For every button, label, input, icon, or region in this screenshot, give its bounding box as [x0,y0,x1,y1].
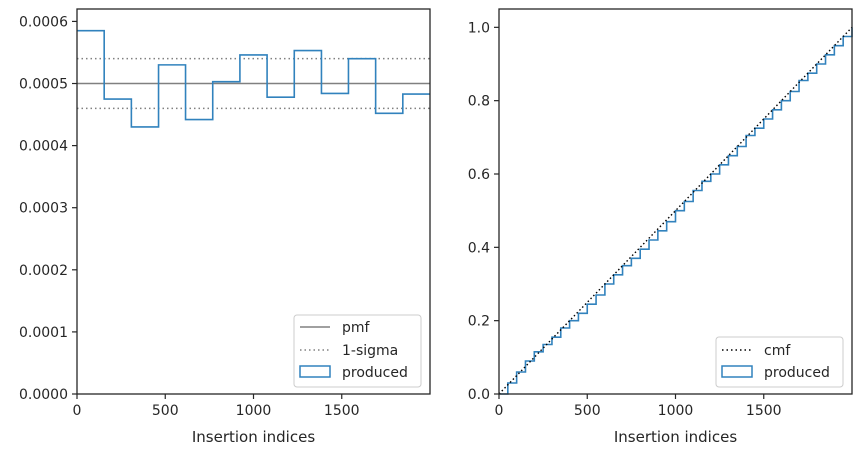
legend-produced-label: produced [342,365,408,381]
legend-produced-swatch [299,365,331,378]
right-y-tick-label: 0.4 [468,240,490,256]
right-legend-frame [715,336,844,388]
right-x-tick-label: 1000 [658,403,694,419]
right-y-tick-label: 0.0 [468,387,490,403]
legend-produced-swatch-right [721,365,753,378]
legend-sigma-label: 1-sigma [342,343,398,359]
right-x-tick-label: 1500 [746,403,782,419]
right-plot-area [499,9,852,394]
left-x-tick-label: 500 [152,403,179,419]
right-y-tick-label: 0.8 [468,94,490,110]
left-y-tick-label: 0.0006 [19,14,68,30]
left-legend-frame [293,314,422,388]
right-x-tick-label: 500 [574,403,601,419]
produced-histogram [77,29,430,128]
left-x-tick-label: 1000 [236,403,272,419]
left-y-tick-label: 0.0005 [19,77,68,93]
cmf-chart: 0 500 1000 1500 0.0 0.2 0.4 0.6 0.8 1.0 Insertion… [468,8,853,446]
right-y-tick-label: 1.0 [468,20,490,36]
left-y-tick-label: 0.0001 [19,325,68,341]
cmf-line [498,26,853,395]
legend-pmf-label: pmf [342,320,371,336]
produced-cumulative-line [499,27,853,395]
right-x-tick-label: 0 [495,403,504,419]
left-legend: pmf 1-sigma produced [293,314,422,388]
right-x-axis-label: Insertion indices [614,428,737,446]
left-y-tick-label: 0.0000 [19,387,68,403]
right-legend: cmf produced [715,336,844,388]
left-x-tick-label: 0 [73,403,82,419]
right-y-tick-label: 0.2 [468,314,490,330]
legend-produced-label-right: produced [764,365,830,381]
pmf-chart: 0 500 1000 1500 0.0000 0.0001 0.0002 0.0003 0.00… [19,8,431,446]
right-y-tick-label: 0.6 [468,167,490,183]
left-y-tick-label: 0.0002 [19,263,68,279]
left-x-tick-label: 1500 [324,403,360,419]
left-y-tick-label: 0.0004 [19,139,68,155]
left-y-tick-label: 0.0003 [19,201,68,217]
left-x-axis-label: Insertion indices [192,428,315,446]
legend-cmf-label: cmf [764,343,791,359]
